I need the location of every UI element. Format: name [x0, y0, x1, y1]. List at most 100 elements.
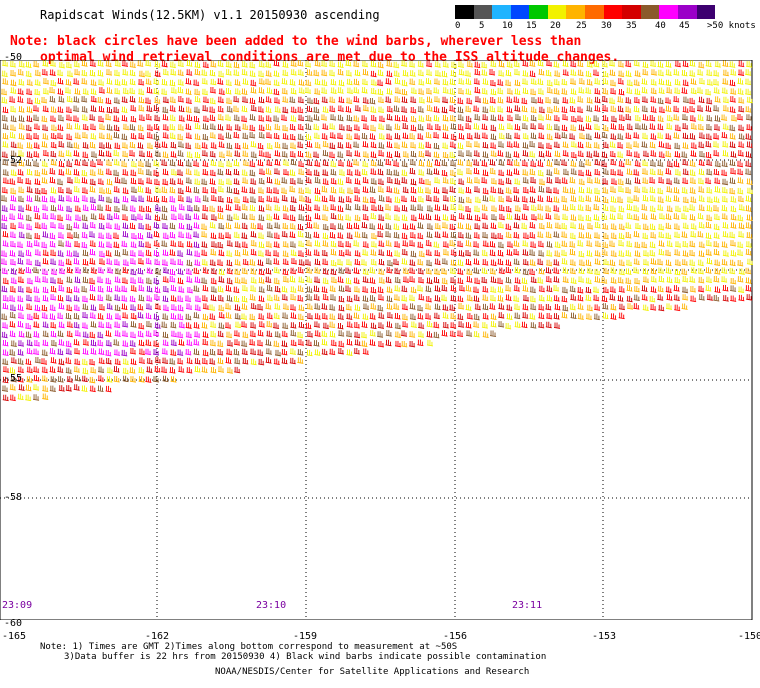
wind-barb [345, 259, 353, 266]
wind-barb [25, 61, 32, 69]
wind-barb [233, 69, 240, 77]
wind-barb [682, 250, 689, 257]
wind-barb [281, 151, 288, 158]
wind-barb [706, 187, 713, 194]
map-frame [0, 60, 753, 620]
wind-barb [33, 133, 40, 140]
wind-barb [297, 133, 304, 141]
time-label-2: 23:10 [256, 600, 287, 611]
wind-barb [665, 178, 673, 185]
wind-barb [169, 258, 177, 266]
wind-barb [553, 97, 560, 104]
wind-barb [329, 321, 336, 329]
wind-barb [138, 150, 146, 158]
wind-barb [593, 232, 601, 239]
wind-barb [593, 214, 600, 221]
wind-barb [249, 124, 256, 132]
wind-barb [273, 60, 280, 67]
wind-barb [306, 276, 313, 283]
wind-barb [225, 312, 232, 319]
wind-barb [393, 142, 401, 149]
wind-barb [258, 205, 265, 212]
wind-barb [592, 286, 600, 294]
wind-barb [153, 88, 160, 95]
wind-barb [376, 79, 384, 87]
wind-barb [505, 259, 512, 267]
wind-barb [625, 187, 632, 194]
wind-barb [82, 249, 89, 257]
wind-barb [490, 259, 497, 267]
wind-barb [186, 276, 193, 283]
wind-barb [225, 285, 232, 292]
wind-barb [433, 87, 440, 94]
wind-barb [369, 339, 376, 346]
wind-barb [273, 358, 280, 366]
wind-barb [705, 276, 713, 283]
wind-barb [601, 132, 608, 139]
wind-barb [570, 88, 577, 95]
wind-barb [201, 231, 208, 238]
wind-barb [466, 61, 473, 68]
wind-barb [457, 159, 464, 166]
wind-barb [98, 87, 105, 94]
wind-barb [362, 151, 369, 158]
wind-barb [281, 124, 289, 132]
wind-barb [169, 367, 176, 374]
wind-barb [650, 79, 657, 86]
colorbar-label: 45 [679, 21, 690, 31]
wind-barb [346, 160, 353, 168]
wind-barb [58, 160, 65, 168]
wind-barb [273, 294, 280, 302]
wind-barb [386, 250, 393, 257]
wind-barb [657, 160, 664, 167]
wind-barb [449, 78, 456, 86]
wind-barb [553, 168, 560, 175]
wind-barb [473, 267, 480, 274]
wind-barb [314, 267, 321, 274]
wind-barb [585, 133, 592, 141]
wind-barb [137, 142, 144, 149]
wind-barb [233, 295, 240, 303]
wind-barb [41, 124, 49, 132]
wind-barb [249, 204, 256, 212]
wind-barb [400, 330, 408, 337]
wind-barb [208, 304, 216, 311]
wind-barb [129, 367, 136, 374]
wind-barb [561, 88, 568, 95]
wind-barb [730, 295, 737, 302]
wind-barb [641, 105, 648, 113]
wind-barb [169, 114, 176, 122]
wind-barb [97, 294, 104, 302]
wind-barb [154, 114, 161, 122]
colorbar-swatch [566, 5, 586, 19]
wind-barb [617, 178, 624, 186]
wind-barb [218, 178, 225, 186]
wind-barb [264, 151, 272, 159]
wind-barb [272, 322, 280, 330]
wind-barb [89, 249, 96, 256]
wind-barb [354, 204, 361, 211]
wind-barb [65, 313, 72, 320]
wind-barb [745, 195, 752, 203]
wind-barb [594, 96, 601, 104]
wind-barb [1, 285, 8, 293]
wind-barb [410, 178, 417, 186]
wind-barb [442, 142, 449, 150]
wind-barb [25, 232, 33, 240]
wind-barb [713, 105, 720, 112]
wind-barb [121, 240, 128, 248]
wind-barb [297, 357, 304, 364]
wind-barb [26, 186, 33, 193]
wind-barb [329, 304, 336, 311]
wind-barb [601, 96, 608, 103]
wind-barb [121, 303, 128, 311]
wind-barb [442, 204, 449, 211]
wind-barb [457, 106, 464, 114]
wind-barb [577, 214, 585, 222]
wind-barb [394, 241, 401, 248]
wind-barb [506, 96, 513, 104]
wind-barb [186, 223, 193, 231]
wind-barb [449, 96, 456, 104]
wind-barb [290, 88, 297, 95]
time-label-1: 23:09 [2, 600, 33, 611]
